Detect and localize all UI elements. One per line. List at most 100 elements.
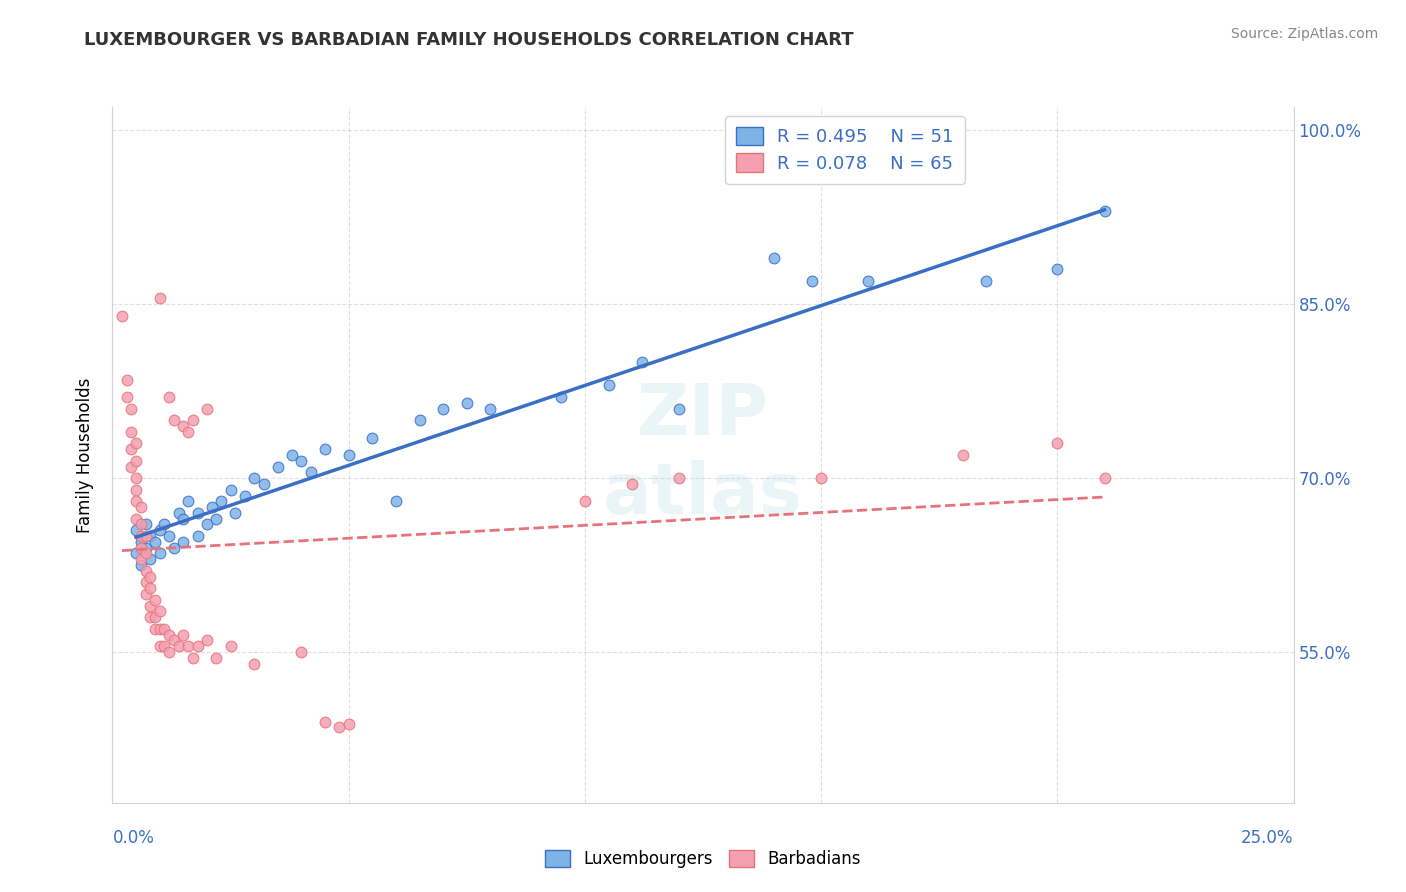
Point — [139, 582, 162, 596]
Point — [479, 401, 502, 416]
Point — [456, 396, 478, 410]
Point — [135, 529, 157, 543]
Point — [385, 494, 408, 508]
Point — [668, 471, 690, 485]
Point — [120, 401, 142, 416]
Legend: Luxembourgers, Barbadians: Luxembourgers, Barbadians — [538, 843, 868, 875]
Point — [149, 523, 172, 537]
Point — [143, 610, 166, 624]
Point — [219, 639, 242, 653]
Point — [149, 605, 172, 619]
Point — [129, 534, 152, 549]
Text: Source: ZipAtlas.com: Source: ZipAtlas.com — [1230, 27, 1378, 41]
Point — [267, 459, 290, 474]
Point — [205, 651, 228, 665]
Point — [550, 390, 572, 404]
Text: 0.0%: 0.0% — [112, 829, 155, 847]
Text: LUXEMBOURGER VS BARBADIAN FAMILY HOUSEHOLDS CORRELATION CHART: LUXEMBOURGER VS BARBADIAN FAMILY HOUSEHO… — [84, 31, 853, 49]
Point — [253, 477, 276, 491]
Point — [243, 471, 266, 485]
Point — [172, 534, 194, 549]
Point — [172, 419, 194, 434]
Point — [432, 401, 454, 416]
Point — [361, 431, 384, 445]
Point — [290, 645, 312, 659]
Point — [167, 506, 190, 520]
Point — [120, 459, 142, 474]
Point — [177, 425, 200, 439]
Point — [139, 570, 162, 584]
Point — [314, 442, 336, 457]
Point — [337, 717, 360, 731]
Point — [135, 564, 157, 578]
Point — [195, 401, 218, 416]
Point — [952, 448, 974, 462]
Point — [205, 511, 228, 525]
Point — [125, 471, 148, 485]
Point — [115, 390, 138, 404]
Point — [125, 523, 148, 537]
Point — [149, 292, 172, 306]
Point — [621, 477, 644, 491]
Point — [299, 466, 322, 480]
Point — [135, 517, 157, 532]
Point — [143, 593, 166, 607]
Point — [328, 721, 350, 735]
Point — [177, 639, 200, 653]
Point — [111, 309, 134, 323]
Point — [129, 552, 152, 566]
Point — [630, 355, 652, 369]
Point — [181, 651, 204, 665]
Point — [139, 599, 162, 613]
Point — [125, 483, 148, 497]
Point — [143, 622, 166, 636]
Point — [153, 517, 176, 532]
Point — [153, 639, 176, 653]
Text: 25.0%: 25.0% — [1241, 829, 1294, 847]
Point — [163, 633, 186, 648]
Point — [135, 546, 157, 561]
Point — [157, 529, 180, 543]
Point — [139, 610, 162, 624]
Point — [115, 373, 138, 387]
Point — [810, 471, 832, 485]
Point — [149, 639, 172, 653]
Point — [858, 274, 880, 288]
Point — [135, 587, 157, 601]
Point — [172, 628, 194, 642]
Point — [181, 413, 204, 427]
Point — [157, 645, 180, 659]
Text: ZIP
atlas: ZIP atlas — [603, 381, 803, 529]
Point — [139, 552, 162, 566]
Point — [281, 448, 304, 462]
Point — [337, 448, 360, 462]
Point — [129, 529, 152, 543]
Point — [1046, 436, 1069, 450]
Point — [143, 534, 166, 549]
Point — [668, 401, 690, 416]
Point — [574, 494, 596, 508]
Point — [762, 251, 785, 265]
Point — [125, 436, 148, 450]
Point — [167, 639, 190, 653]
Point — [224, 506, 246, 520]
Point — [1094, 471, 1116, 485]
Point — [139, 529, 162, 543]
Point — [186, 506, 208, 520]
Point — [120, 425, 142, 439]
Point — [195, 517, 218, 532]
Point — [1046, 262, 1069, 277]
Point — [120, 442, 142, 457]
Point — [157, 628, 180, 642]
Point — [135, 541, 157, 555]
Point — [290, 454, 312, 468]
Point — [800, 274, 823, 288]
Point — [125, 546, 148, 561]
Y-axis label: Family Households: Family Households — [76, 377, 94, 533]
Point — [209, 494, 232, 508]
Point — [186, 529, 208, 543]
Point — [125, 511, 148, 525]
Point — [172, 511, 194, 525]
Point — [129, 558, 152, 573]
Point — [314, 714, 336, 729]
